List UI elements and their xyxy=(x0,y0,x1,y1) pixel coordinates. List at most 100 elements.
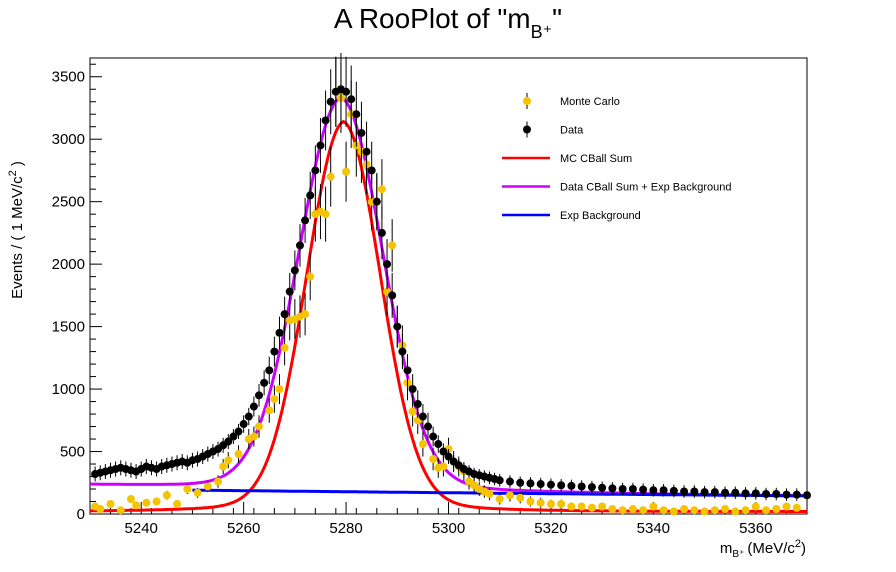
data-point xyxy=(152,497,161,506)
data-point xyxy=(577,482,586,491)
data-point xyxy=(782,502,791,511)
data-point xyxy=(255,391,264,400)
x-axis-label: mB⁺ (MeV/c2) xyxy=(720,538,806,560)
data-point xyxy=(690,506,699,515)
data-point xyxy=(96,505,105,514)
data-point xyxy=(557,481,566,490)
data-point xyxy=(132,501,141,510)
data-point xyxy=(106,500,115,509)
data-point xyxy=(762,506,771,515)
data-point xyxy=(270,347,279,356)
data-point xyxy=(546,480,555,489)
data-point xyxy=(649,486,658,495)
data-point xyxy=(347,95,356,104)
legend: Monte Carlo Data MC CBall Sum Data CBall Su… xyxy=(502,93,732,222)
data-point xyxy=(526,497,535,506)
data-point xyxy=(126,495,135,504)
data-point xyxy=(772,490,781,499)
data-point xyxy=(444,452,453,461)
data-point xyxy=(142,498,151,507)
legend-marker xyxy=(523,125,531,134)
data-point xyxy=(741,489,750,498)
data-point xyxy=(162,491,171,500)
data-point xyxy=(598,502,607,511)
data-point xyxy=(567,502,576,511)
data-point xyxy=(383,260,392,269)
data-point xyxy=(301,310,310,319)
data-point xyxy=(270,395,279,404)
data-point xyxy=(342,87,351,96)
data-point xyxy=(352,110,361,119)
legend-label: MC CBall Sum xyxy=(560,153,632,165)
data-point xyxy=(751,489,760,498)
data-point xyxy=(731,507,740,516)
data-point xyxy=(680,505,689,514)
y-tick-label: 2000 xyxy=(52,256,85,273)
x-tick-label: 5340 xyxy=(637,520,670,537)
data-point xyxy=(418,440,427,449)
data-point xyxy=(690,487,699,496)
data-point xyxy=(249,432,258,441)
chart-title: A RooPlot of "mB⁺" xyxy=(334,3,562,42)
points-monte-carlo xyxy=(91,56,801,516)
data-point xyxy=(424,422,433,431)
data-point xyxy=(311,166,320,175)
data-point xyxy=(587,483,596,492)
data-point xyxy=(408,385,417,394)
data-point xyxy=(608,505,617,514)
data-point xyxy=(792,503,801,512)
data-point xyxy=(244,412,253,421)
data-point xyxy=(116,506,125,515)
data-point xyxy=(721,505,730,514)
data-point xyxy=(741,506,750,515)
data-point xyxy=(275,385,284,394)
data-point xyxy=(659,486,668,495)
points-data xyxy=(91,53,811,502)
data-point xyxy=(526,479,535,488)
data-point xyxy=(782,490,791,499)
data-point xyxy=(587,503,596,512)
data-point xyxy=(485,490,494,499)
data-point xyxy=(403,366,412,375)
data-point xyxy=(762,490,771,499)
data-point xyxy=(731,488,740,497)
data-point xyxy=(546,500,555,509)
data-point xyxy=(710,488,719,497)
data-point xyxy=(700,488,709,497)
data-point xyxy=(495,495,504,504)
data-point xyxy=(393,322,402,331)
data-point xyxy=(306,272,315,281)
data-point xyxy=(234,427,243,436)
data-point xyxy=(413,400,422,409)
data-point xyxy=(628,505,637,514)
y-tick-label: 3500 xyxy=(52,69,85,86)
data-point xyxy=(203,482,212,491)
data-point xyxy=(229,432,238,441)
data-point xyxy=(249,402,258,411)
data-point xyxy=(275,328,284,337)
data-point xyxy=(377,185,386,194)
x-tick-label: 5280 xyxy=(329,520,362,537)
y-axis-label: Events / ( 1 MeV/c2 ) xyxy=(7,161,26,299)
x-tick-label: 5260 xyxy=(227,520,260,537)
data-point xyxy=(255,422,264,431)
data-point xyxy=(557,500,566,509)
data-point xyxy=(639,485,648,494)
data-point xyxy=(388,241,397,250)
data-point xyxy=(316,141,325,150)
data-point xyxy=(772,505,781,514)
data-point xyxy=(342,167,351,176)
data-point xyxy=(700,507,709,516)
data-point xyxy=(398,347,407,356)
data-point xyxy=(301,216,310,225)
y-tick-label: 0 xyxy=(77,506,85,523)
data-point xyxy=(367,166,376,175)
data-point xyxy=(290,266,299,275)
legend-label: Data xyxy=(560,125,584,137)
data-point xyxy=(429,432,438,441)
data-point xyxy=(285,287,294,296)
data-point xyxy=(649,502,658,511)
data-point xyxy=(357,128,366,137)
